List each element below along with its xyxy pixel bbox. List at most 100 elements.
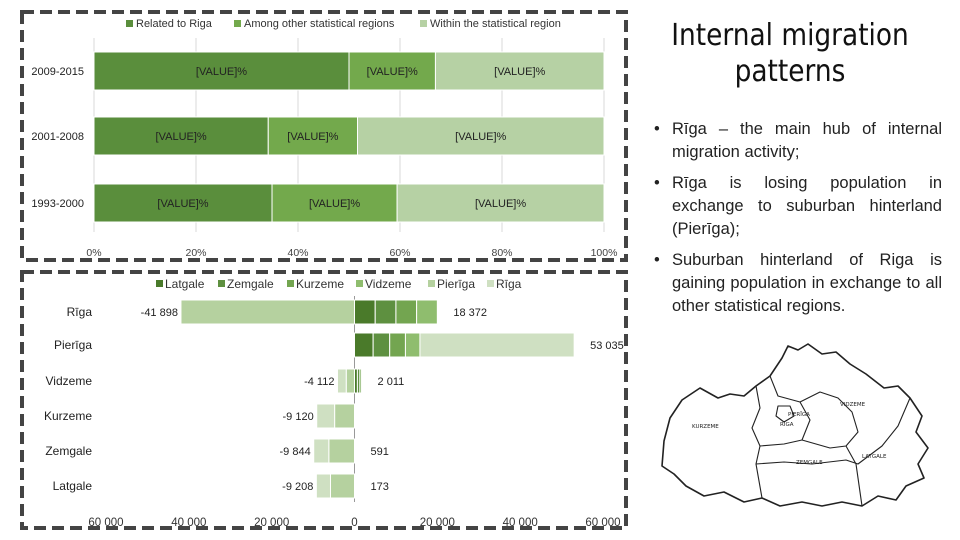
bar-segment [271,183,398,223]
bullet-list: Rīga – the main hub of internal migratio… [650,118,942,326]
bar-segment [180,299,355,325]
negative-total-label: -9 208 [282,481,313,493]
bar-segment [328,438,355,464]
data-label: [VALUE]% [309,198,360,210]
bar-segment [372,332,391,358]
bar-segment [334,403,355,429]
bar-segment [404,332,421,358]
map-label-vidzeme: VIDZEME [840,402,866,408]
bar-segment [336,368,347,394]
legend-swatch [428,280,435,287]
positive-total-label: 18 372 [453,307,487,319]
bar-segment [354,299,376,325]
legend-label: Among other statistical regions [244,18,395,30]
bar-segment [395,299,418,325]
x-tick-label: 40 000 [171,517,206,529]
category-label: Vidzeme [46,374,93,388]
bar-segment [93,183,273,223]
x-tick-label: 0% [86,247,101,259]
x-tick-label: 40% [287,247,308,259]
category-label: 2001-2008 [31,131,84,143]
legend-swatch [420,20,427,27]
bullet-item: Rīga is losing population in exchange to… [650,172,942,241]
legend-swatch [156,280,163,287]
legend-swatch [234,20,241,27]
bar-segment [348,51,436,91]
latvia-regions-map: VIDZEME PIERĪGA RĪGA KURZEME ZEMGALE LAT… [661,343,929,507]
bar-segment [345,368,356,394]
x-tick-label: 60% [389,247,410,259]
legend-swatch [487,280,494,287]
x-tick-label: 0 [351,517,357,529]
map-region-border [799,391,859,449]
map-region-border [751,385,763,499]
legend-label: Related to Riga [136,18,213,30]
bar-segment [374,299,397,325]
bar-segment [416,299,438,325]
data-label: [VALUE]% [455,131,506,143]
map-country-outline [661,343,929,507]
map-label-riga: RĪGA [780,421,794,428]
category-label: Pierīga [54,338,92,352]
category-label: Latgale [53,479,93,493]
category-label: Rīga [67,305,93,319]
bullet-item: Rīga – the main hub of internal migratio… [650,118,942,164]
x-tick-label: 20 000 [254,517,289,529]
map-label-latgale: LATGALE [862,454,887,460]
map-label-kurzeme: KURZEME [692,424,719,430]
legend-label: Pierīga [437,277,475,291]
legend-swatch [126,20,133,27]
legend-label: Rīga [496,277,522,291]
map-region-border [755,397,911,465]
negative-total-label: -9 844 [280,446,311,458]
chart-frame [20,10,628,262]
x-tick-label: 20% [185,247,206,259]
bar-segment [419,332,575,358]
data-label: [VALUE]% [196,66,247,78]
bullet-item: Suburban hinterland of Riga is gaining p… [650,249,942,318]
legend-label: Within the statistical region [430,18,561,30]
legend-label: Vidzeme [365,277,412,291]
data-label: [VALUE]% [475,198,526,210]
bar-segment [313,438,330,464]
bar-segment [316,403,336,429]
category-label: 2009-2015 [31,66,84,78]
legend-label: Kurzeme [296,277,344,291]
data-label: [VALUE]% [157,198,208,210]
x-tick-label: 60 000 [585,517,620,529]
data-label: [VALUE]% [494,66,545,78]
chart-frame [20,270,628,530]
x-tick-label: 20 000 [420,517,455,529]
slide-title: Internal migration patterns [671,18,909,89]
category-label: 1993-2000 [31,198,84,210]
legend-swatch [356,280,363,287]
map-label-pieriga: PIERĪGA [788,411,810,418]
x-tick-label: 100% [591,247,618,259]
bar-segment [354,332,374,358]
legend-label: Zemgale [227,277,274,291]
bar-segment [359,368,363,394]
bar-segment [315,473,331,499]
map-region-border [759,375,811,447]
x-tick-label: 80% [491,247,512,259]
map-region-border [845,445,863,507]
category-label: Kurzeme [44,409,92,423]
legend-swatch [218,280,225,287]
category-label: Zemgale [45,444,92,458]
legend-label: Latgale [165,277,205,291]
bar-segment [267,116,358,156]
bar-segment [93,51,350,91]
negative-total-label: -41 898 [141,307,178,319]
bar-segment [357,116,605,156]
x-tick-label: 40 000 [503,517,538,529]
bar-segment [434,51,605,91]
negative-total-label: -4 112 [304,376,334,388]
map-label-zemgale: ZEMGALE [796,460,823,466]
data-label: [VALUE]% [156,131,207,143]
bar-segment [396,183,605,223]
x-tick-label: 60 000 [88,517,123,529]
positive-total-label: 2 011 [378,376,405,388]
negative-total-label: -9 120 [283,411,314,423]
